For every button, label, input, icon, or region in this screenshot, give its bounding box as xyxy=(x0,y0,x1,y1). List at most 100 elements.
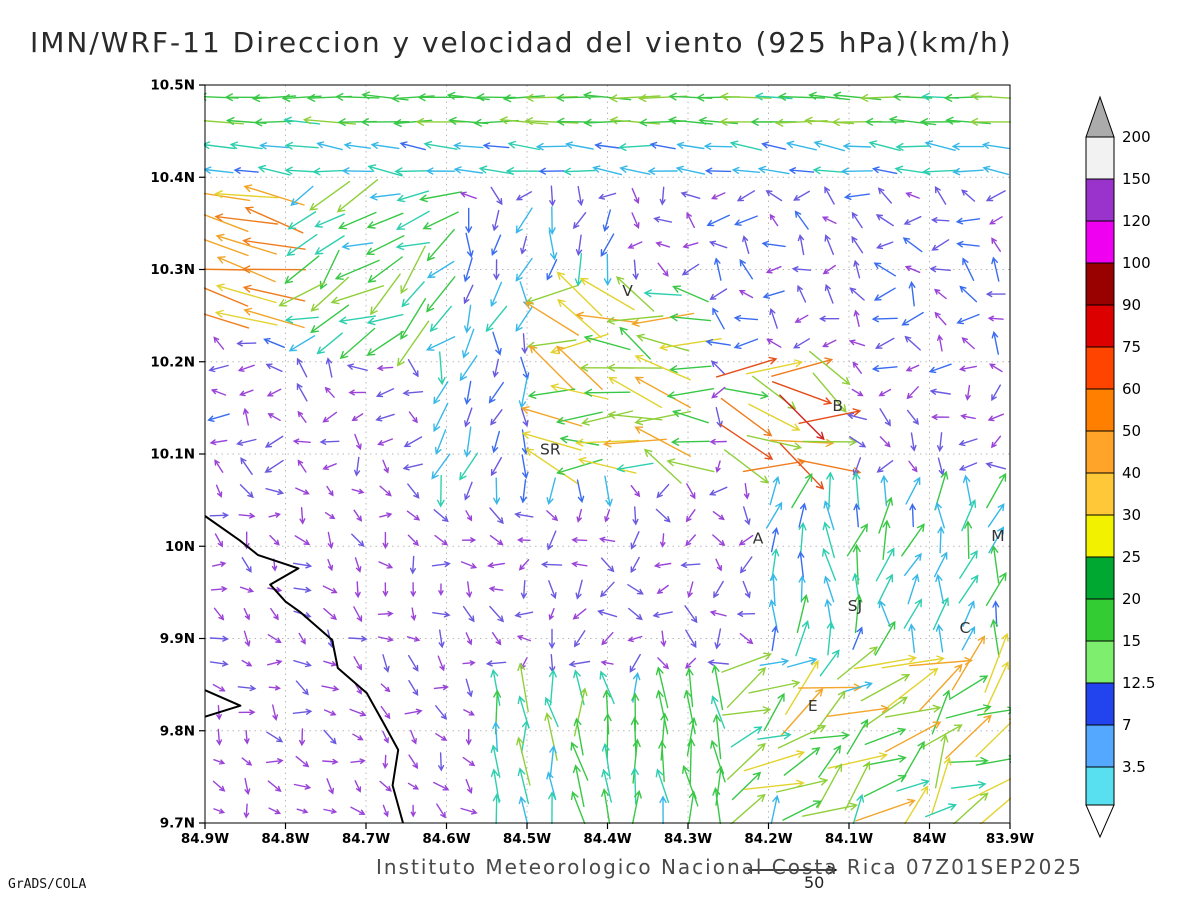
wind-arrow xyxy=(349,708,367,717)
wind-arrow xyxy=(575,579,583,600)
wind-arrow xyxy=(339,327,376,360)
wind-arrow xyxy=(824,186,835,205)
wind-arrow xyxy=(521,719,530,754)
wind-arrow xyxy=(846,412,867,421)
wind-arrow xyxy=(682,765,699,807)
wind-arrow xyxy=(879,436,891,448)
station-label-b: B xyxy=(832,397,843,415)
wind-arrow xyxy=(909,503,916,528)
wind-arrow xyxy=(885,704,942,718)
wind-arrow xyxy=(975,755,1011,766)
wind-arrow xyxy=(871,166,898,175)
wind-arrow xyxy=(655,689,669,735)
colorbar-band xyxy=(1085,556,1115,600)
wind-arrow xyxy=(707,659,729,666)
wind-arrow xyxy=(546,510,559,522)
wind-arrow xyxy=(853,654,918,670)
wind-arrow xyxy=(987,503,1005,528)
wind-arrow xyxy=(215,283,277,304)
wind-arrow xyxy=(322,463,337,470)
wind-arrow xyxy=(264,459,284,473)
wind-arrow xyxy=(666,458,715,473)
wind-arrow xyxy=(556,271,603,317)
wind-arrow xyxy=(687,737,696,785)
wind-arrow xyxy=(547,530,557,551)
wind-arrow xyxy=(779,394,825,441)
wind-arrow xyxy=(671,409,709,424)
wind-arrow xyxy=(631,312,695,327)
wind-arrow xyxy=(783,746,821,776)
wind-arrow xyxy=(573,687,588,737)
wind-arrow xyxy=(573,717,584,756)
wind-arrow xyxy=(582,91,632,101)
wind-arrow xyxy=(564,141,594,150)
wind-arrow xyxy=(730,726,763,748)
wind-arrow xyxy=(204,238,249,257)
wind-arrow xyxy=(896,779,931,792)
colorbar-label: 25 xyxy=(1122,548,1141,566)
wind-arrow xyxy=(323,729,337,745)
wind-arrow xyxy=(628,607,643,621)
station-label-e: E xyxy=(808,697,818,715)
wind-arrow xyxy=(549,185,556,207)
wind-arrow xyxy=(627,635,643,643)
wind-arrow xyxy=(555,93,603,102)
wind-arrow xyxy=(517,767,530,805)
wind-arrow xyxy=(433,781,450,791)
colorbar-below-min-triangle xyxy=(1085,804,1115,839)
wind-arrow xyxy=(868,140,901,152)
wind-arrow xyxy=(873,262,896,277)
wind-arrow xyxy=(446,91,490,101)
wind-arrow xyxy=(660,533,666,548)
wind-arrow xyxy=(901,740,925,782)
wind-arrow xyxy=(935,501,945,529)
wind-arrow xyxy=(568,660,591,668)
wind-arrow xyxy=(992,600,1000,627)
wind-arrow xyxy=(630,556,640,574)
wind-arrow xyxy=(619,165,651,175)
wind-arrow xyxy=(852,626,863,650)
wind-arrow xyxy=(366,330,404,356)
wind-arrow xyxy=(204,268,251,271)
wind-arrow xyxy=(795,619,810,657)
wind-arrow xyxy=(685,629,697,649)
wind-arrow xyxy=(267,634,282,644)
wind-arrow xyxy=(715,460,721,474)
wind-arrow xyxy=(956,313,980,325)
wind-arrow xyxy=(733,314,759,322)
wind-arrow xyxy=(325,357,333,378)
wind-arrow xyxy=(910,432,917,452)
wind-arrow xyxy=(266,731,284,743)
wind-arrow xyxy=(426,260,455,279)
wind-arrow xyxy=(712,534,726,547)
wind-arrow xyxy=(463,284,474,305)
wind-arrow xyxy=(464,380,472,406)
wind-arrow xyxy=(761,141,787,150)
wind-arrow xyxy=(286,233,318,257)
wind-arrow xyxy=(821,216,837,224)
wind-arrow xyxy=(785,140,817,151)
wind-arrow xyxy=(627,241,643,249)
wind-arrow xyxy=(520,406,583,427)
wind-arrow xyxy=(686,483,696,500)
wind-arrow xyxy=(849,436,867,448)
wind-arrow xyxy=(242,237,306,250)
wind-arrow xyxy=(670,437,710,446)
wind-arrow xyxy=(931,756,952,815)
wind-arrow xyxy=(680,561,701,569)
wind-arrow xyxy=(712,307,725,330)
wind-arrow xyxy=(929,388,951,395)
wind-arrow xyxy=(878,599,891,628)
wind-arrow xyxy=(962,600,975,627)
wind-arrow xyxy=(214,213,279,225)
wind-arrow xyxy=(822,547,837,581)
wind-arrow xyxy=(656,584,669,594)
wind-arrow xyxy=(742,235,750,254)
wind-arrow xyxy=(708,486,728,496)
wind-arrow xyxy=(748,679,801,694)
wind-arrow xyxy=(961,499,977,532)
wind-arrow xyxy=(492,793,501,824)
wind-arrow xyxy=(598,192,617,200)
wind-arrow xyxy=(491,430,500,454)
wind-arrow xyxy=(709,288,728,300)
